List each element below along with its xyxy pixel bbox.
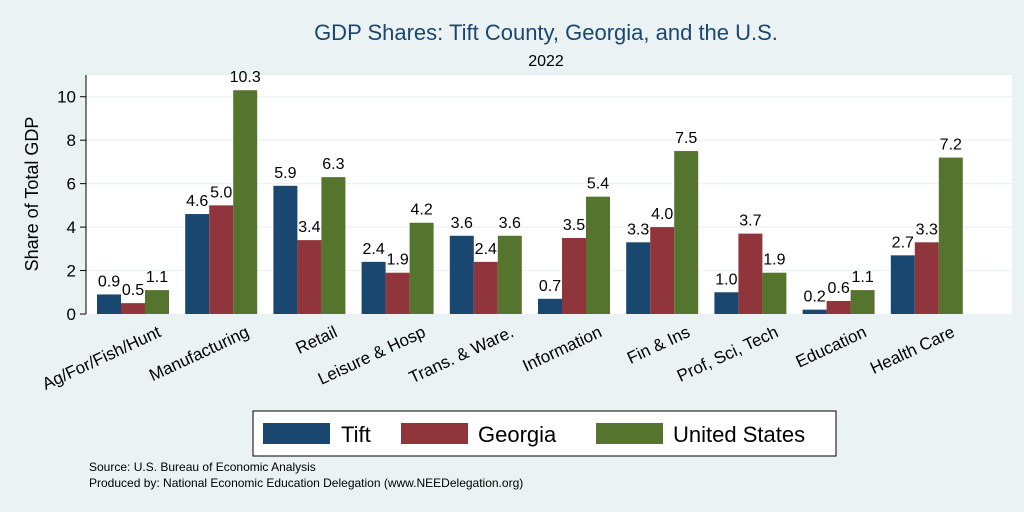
bar [233, 90, 258, 314]
bar-value-label: 3.4 [298, 219, 320, 236]
bar-value-label: 0.2 [803, 289, 825, 306]
bar [762, 272, 787, 314]
x-category-label: Health Care [867, 322, 957, 378]
bar-value-label: 4.2 [410, 202, 432, 219]
bar [473, 261, 498, 314]
bar-value-label: 1.1 [146, 269, 168, 286]
bar [586, 196, 610, 314]
legend-box [252, 410, 837, 457]
bar-value-label: 7.5 [675, 130, 697, 147]
bar [145, 290, 169, 314]
y-tick-label: 4 [67, 218, 76, 237]
bar-value-label: 1.0 [715, 271, 737, 288]
bar [409, 222, 434, 314]
bar-value-label: 3.6 [499, 215, 521, 232]
y-tick-label: 2 [67, 262, 76, 281]
x-category-label: Prof, Sci, Tech [674, 322, 781, 385]
bar [121, 303, 145, 314]
source-note: Source: U.S. Bureau of Economic Analysis [89, 460, 316, 474]
bar-value-label: 5.0 [210, 184, 232, 201]
y-tick-label: 0 [67, 305, 76, 324]
bar-value-label: 7.2 [940, 137, 962, 154]
bar [738, 233, 763, 314]
producer-note: Produced by: National Economic Education… [89, 476, 523, 490]
y-axis: 0 2 4 6 8 10 [57, 75, 87, 324]
bar [826, 300, 851, 314]
bar-value-label: 0.5 [122, 282, 144, 299]
x-category-label: Education [793, 322, 870, 371]
chart-subtitle: 2022 [528, 53, 564, 70]
bar [914, 242, 939, 314]
bar-value-label: 3.3 [916, 221, 938, 238]
bar-value-label: 2.4 [362, 241, 384, 258]
data-labels: 0.90.51.14.65.010.35.93.46.32.41.94.23.6… [98, 69, 962, 305]
bar [361, 261, 386, 314]
bar-value-label: 5.4 [587, 176, 609, 193]
bar-value-label: 3.6 [451, 215, 473, 232]
x-category-label: Ag/For/Fish/Hunt [39, 322, 164, 394]
bar-value-label: 10.3 [230, 69, 261, 86]
bar [321, 177, 346, 314]
legend-swatch [263, 423, 330, 444]
bar [674, 151, 699, 314]
bar [802, 309, 827, 314]
bar-value-label: 0.6 [827, 280, 849, 297]
bar [185, 214, 210, 314]
bar-value-label: 3.3 [627, 221, 649, 238]
bar [714, 292, 739, 314]
bar-value-label: 0.7 [539, 278, 561, 295]
bars [97, 90, 963, 314]
bar-value-label: 3.7 [739, 213, 761, 230]
bar-value-label: 1.9 [763, 252, 785, 269]
chart-title: GDP Shares: Tift County, Georgia, and th… [314, 20, 778, 45]
bar-value-label: 3.5 [563, 217, 585, 234]
bar-value-label: 0.9 [98, 273, 120, 290]
bar [97, 294, 121, 314]
y-tick-label: 10 [57, 88, 76, 107]
legend: Tift Georgia United States [252, 410, 837, 457]
legend-label: United States [673, 422, 805, 447]
legend-swatch [596, 423, 663, 444]
bar-value-label: 4.6 [186, 193, 208, 210]
bar [850, 290, 875, 314]
y-axis-title: Share of Total GDP [22, 117, 42, 272]
bar [562, 237, 586, 314]
bar [297, 240, 322, 314]
bar-value-label: 2.4 [475, 241, 497, 258]
x-category-label: Retail [293, 322, 340, 358]
bar [385, 272, 410, 314]
y-tick-label: 8 [67, 131, 76, 150]
bar-value-label: 1.9 [386, 252, 408, 269]
bar-value-label: 6.3 [322, 156, 344, 173]
legend-label: Georgia [478, 422, 557, 447]
bar [890, 255, 915, 314]
bar [626, 242, 651, 314]
bar [209, 205, 234, 314]
bar [650, 227, 675, 314]
x-category-label: Fin & Ins [624, 322, 693, 368]
legend-swatch [401, 423, 468, 444]
bar-value-label: 5.9 [274, 165, 296, 182]
bar [538, 298, 562, 314]
bar [449, 235, 474, 314]
bar-value-label: 4.0 [651, 206, 673, 223]
bar [497, 235, 522, 314]
bar-value-label: 2.7 [892, 234, 914, 251]
y-tick-label: 6 [67, 175, 76, 194]
x-category-label: Information [520, 322, 605, 375]
bar [938, 157, 963, 314]
bar-value-label: 1.1 [851, 269, 873, 286]
x-category-label: Manufacturing [146, 322, 252, 385]
bar [273, 185, 298, 314]
legend-label: Tift [341, 422, 371, 447]
